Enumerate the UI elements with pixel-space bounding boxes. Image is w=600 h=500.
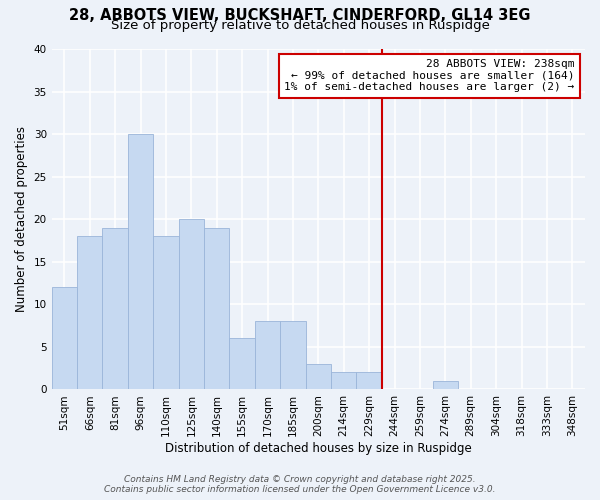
Bar xyxy=(331,372,356,390)
Bar xyxy=(179,219,204,390)
Text: Contains HM Land Registry data © Crown copyright and database right 2025.
Contai: Contains HM Land Registry data © Crown c… xyxy=(104,474,496,494)
Bar xyxy=(356,372,382,390)
Bar xyxy=(128,134,153,390)
Text: 28, ABBOTS VIEW, BUCKSHAFT, CINDERFORD, GL14 3EG: 28, ABBOTS VIEW, BUCKSHAFT, CINDERFORD, … xyxy=(69,8,531,22)
Bar xyxy=(229,338,255,390)
Bar xyxy=(103,228,128,390)
Bar xyxy=(204,228,229,390)
Text: Size of property relative to detached houses in Ruspidge: Size of property relative to detached ho… xyxy=(110,18,490,32)
Text: 28 ABBOTS VIEW: 238sqm
← 99% of detached houses are smaller (164)
1% of semi-det: 28 ABBOTS VIEW: 238sqm ← 99% of detached… xyxy=(284,59,574,92)
Bar xyxy=(305,364,331,390)
Bar xyxy=(77,236,103,390)
Y-axis label: Number of detached properties: Number of detached properties xyxy=(15,126,28,312)
Bar xyxy=(433,381,458,390)
Bar xyxy=(255,322,280,390)
Bar xyxy=(280,322,305,390)
X-axis label: Distribution of detached houses by size in Ruspidge: Distribution of detached houses by size … xyxy=(165,442,472,455)
Bar xyxy=(52,288,77,390)
Bar xyxy=(153,236,179,390)
